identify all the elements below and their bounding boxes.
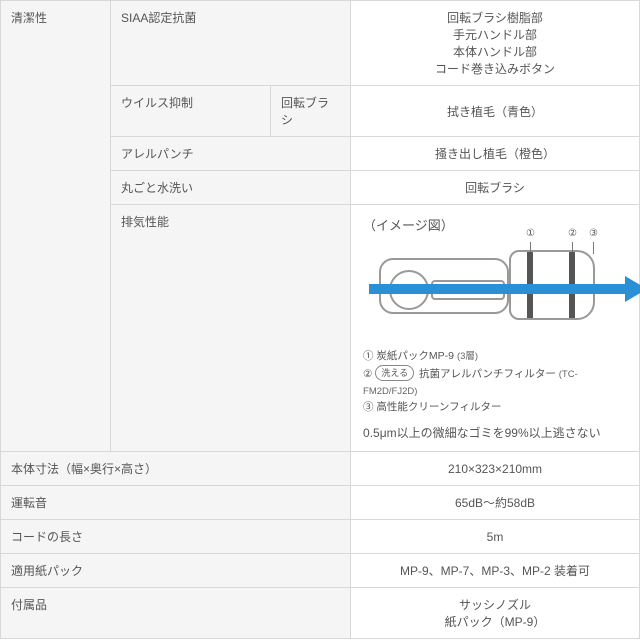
row-label: 付属品 [1,588,351,639]
table-row: 付属品 サッシノズル 紙パック（MP-9） [1,588,640,639]
point-label: ① [526,228,535,239]
cell-value: MP-9、MP-7、MP-3、MP-2 装着可 [351,554,640,588]
row-label: 本体寸法（幅×奥行×高さ） [1,452,351,486]
note-small: (3層) [457,351,478,362]
cell-value: 65dB〜約58dB [351,486,640,520]
diagram-title: （イメージ図） [363,215,627,234]
cell-value: サッシノズル 紙パック（MP-9） [351,588,640,639]
exhaust-diagram-cell: （イメージ図） ① ② ③ ① 炭紙パックMP-9 (3層) [351,205,640,452]
note-text: 抗菌アレルパンチフィルター [419,368,556,380]
row-label-cleanliness: 清潔性 [1,1,111,452]
table-row: 本体寸法（幅×奥行×高さ） 210×323×210mm [1,452,640,486]
value-line: 手元ハンドル部 [361,26,629,43]
cell-value: 掻き出し植毛（橙色） [351,137,640,171]
sub-label: ウイルス抑制 [111,86,271,137]
value-line: 本体ハンドル部 [361,43,629,60]
row-label: 運転音 [1,486,351,520]
leader-line [530,242,531,252]
cell-value: 210×323×210mm [351,452,640,486]
sub-label: アレルパンチ [111,137,351,171]
sub-label: 排気性能 [111,205,351,452]
washable-chip: 洗える [375,365,414,381]
cell-value: 拭き植毛（青色） [351,86,640,137]
cell-value: 回転ブラシ樹脂部 手元ハンドル部 本体ハンドル部 コード巻き込みボタン [351,1,640,86]
sub-label: SIAA認定抗菌 [111,1,351,86]
note-text: ① 炭紙パックMP-9 [363,350,454,362]
diagram-caption: 0.5μm以上の微細なゴミを99%以上逃さない [363,424,627,441]
airflow-arrow-icon [369,284,627,294]
point-label: ② [568,228,577,239]
value-line: 紙パック（MP-9） [361,613,629,630]
note-line: ① 炭紙パックMP-9 (3層) [363,348,627,365]
sub-label-2: 回転ブラシ [271,86,351,137]
table-row: 清潔性 SIAA認定抗菌 回転ブラシ樹脂部 手元ハンドル部 本体ハンドル部 コー… [1,1,640,86]
table-row: 運転音 65dB〜約58dB [1,486,640,520]
leader-line [593,242,594,254]
value-line: サッシノズル [361,596,629,613]
value-line: 回転ブラシ樹脂部 [361,9,629,26]
cell-value: 5m [351,520,640,554]
value-line: コード巻き込みボタン [361,60,629,77]
row-label: コードの長さ [1,520,351,554]
table-row: 適用紙パック MP-9、MP-7、MP-3、MP-2 装着可 [1,554,640,588]
point-label: ③ [589,228,598,239]
note-prefix: ② [363,368,375,380]
leader-line [572,242,573,252]
note-line: ② 洗える 抗菌アレルパンチフィルター (TC-FM2D/FJ2D) [363,365,627,400]
note-line: ③ 高性能クリーンフィルター [363,399,627,416]
row-label: 適用紙パック [1,554,351,588]
table-row: コードの長さ 5m [1,520,640,554]
vacuum-diagram: ① ② ③ [369,240,629,340]
sub-label: 丸ごと水洗い [111,171,351,205]
spec-table: 清潔性 SIAA認定抗菌 回転ブラシ樹脂部 手元ハンドル部 本体ハンドル部 コー… [0,0,640,639]
diagram-notes: ① 炭紙パックMP-9 (3層) ② 洗える 抗菌アレルパンチフィルター (TC… [363,348,627,416]
cell-value: 回転ブラシ [351,171,640,205]
